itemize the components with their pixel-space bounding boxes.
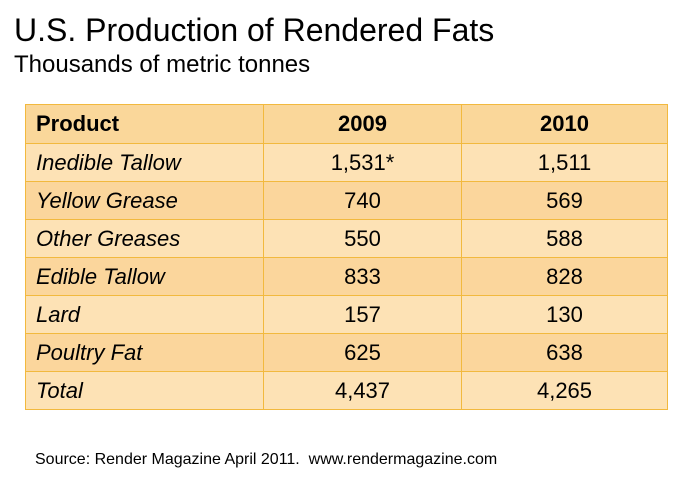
production-table: Product 2009 2010 Inedible Tallow 1,531*…: [25, 104, 668, 410]
value-2009-cell: 157: [263, 295, 462, 334]
table-row: Edible Tallow 833 828: [25, 257, 668, 296]
total-row: Total 4,437 4,265: [25, 371, 668, 410]
header-2010: 2010: [461, 104, 668, 144]
header-product: Product: [25, 104, 264, 144]
source-note: Source: Render Magazine April 2011. www.…: [35, 451, 498, 468]
value-2010-cell: 828: [461, 257, 668, 296]
value-2010-cell: 130: [461, 295, 668, 334]
value-2009-cell: 740: [263, 181, 462, 220]
product-cell: Edible Tallow: [25, 257, 264, 296]
chart-subtitle: Thousands of metric tonnes: [14, 51, 311, 78]
value-2010-cell: 569: [461, 181, 668, 220]
table-row: Lard 157 130: [25, 295, 668, 334]
value-2009-cell: 1,531*: [263, 143, 462, 182]
value-2009-cell: 833: [263, 257, 462, 296]
value-2009-cell: 550: [263, 219, 462, 258]
table-row: Poultry Fat 625 638: [25, 333, 668, 372]
table-row: Yellow Grease 740 569: [25, 181, 668, 220]
table-row: Inedible Tallow 1,531* 1,511: [25, 143, 668, 182]
chart-title: U.S. Production of Rendered Fats: [14, 12, 495, 48]
total-2010-cell: 4,265: [461, 371, 668, 410]
header-row: Product 2009 2010: [25, 104, 668, 144]
table-row: Other Greases 550 588: [25, 219, 668, 258]
value-2009-cell: 625: [263, 333, 462, 372]
total-label-cell: Total: [25, 371, 264, 410]
total-2009-cell: 4,437: [263, 371, 462, 410]
product-cell: Poultry Fat: [25, 333, 264, 372]
product-cell: Yellow Grease: [25, 181, 264, 220]
product-cell: Lard: [25, 295, 264, 334]
header-2009: 2009: [263, 104, 462, 144]
value-2010-cell: 588: [461, 219, 668, 258]
product-cell: Inedible Tallow: [25, 143, 264, 182]
value-2010-cell: 1,511: [461, 143, 668, 182]
value-2010-cell: 638: [461, 333, 668, 372]
product-cell: Other Greases: [25, 219, 264, 258]
